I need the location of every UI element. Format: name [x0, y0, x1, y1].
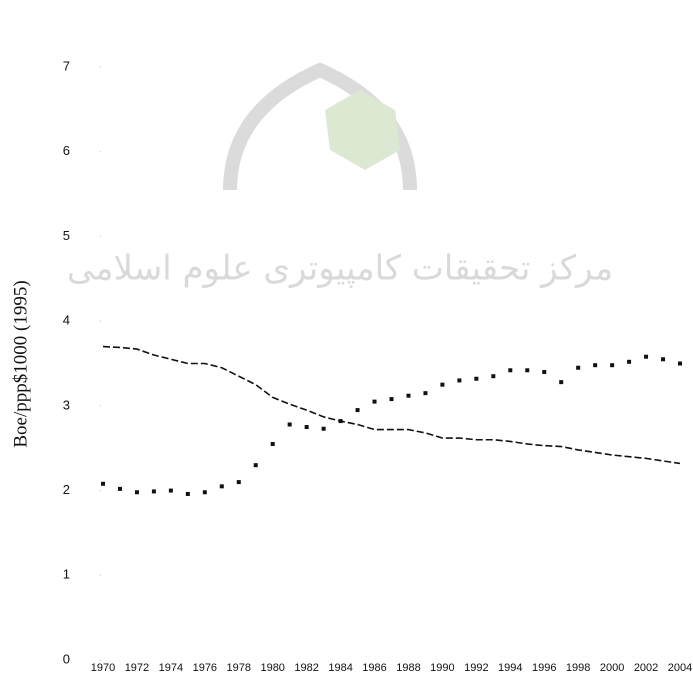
x-tick-label: 1988	[396, 662, 420, 674]
data-point	[559, 380, 564, 385]
data-point	[457, 378, 462, 383]
data-point	[338, 419, 343, 424]
data-point	[236, 480, 241, 485]
data-point	[576, 365, 581, 370]
x-tick-label: 1992	[464, 662, 488, 674]
data-point	[389, 397, 394, 402]
data-point	[423, 391, 428, 396]
data-point	[304, 425, 309, 430]
y-tick-label: 3	[63, 397, 70, 412]
x-tick-label: 1972	[125, 662, 149, 674]
data-point	[610, 363, 615, 368]
y-tick-label: 0	[63, 651, 70, 666]
x-tick-label: 1976	[193, 662, 217, 674]
y-axis-label: Boe/ppp$1000 (1995)	[10, 280, 31, 447]
x-tick-label: 2000	[600, 662, 624, 674]
data-point	[185, 491, 190, 496]
x-tick-label: 1970	[91, 662, 115, 674]
data-point	[117, 486, 122, 491]
data-point	[627, 359, 632, 364]
watermark-logo	[223, 62, 417, 191]
x-tick-label: 1994	[498, 662, 522, 674]
data-point	[474, 376, 479, 381]
data-point	[525, 368, 530, 373]
data-point	[542, 369, 547, 374]
data-point	[491, 374, 496, 379]
y-tick-label: 4	[63, 313, 70, 328]
y-tick-label: 7	[63, 58, 70, 73]
x-tick-label: 1980	[260, 662, 284, 674]
data-point	[406, 393, 411, 398]
x-tick-label: 1974	[159, 662, 183, 674]
data-point	[134, 490, 139, 495]
data-point	[440, 382, 445, 387]
data-point	[372, 399, 377, 404]
data-point	[644, 354, 649, 359]
watermark: مرکز تحقیقات کامپیوتری علوم اسلامی	[67, 249, 613, 289]
x-tick-label: 1990	[430, 662, 454, 674]
data-point	[321, 426, 326, 431]
y-tick-label: 5	[63, 228, 70, 243]
x-tick-label: 1984	[328, 662, 352, 674]
x-tick-label: 1982	[294, 662, 318, 674]
data-point	[678, 361, 682, 366]
x-tick-label: 2002	[634, 662, 658, 674]
data-point	[355, 408, 360, 413]
y-tick-label: 2	[63, 482, 70, 497]
data-point	[661, 357, 666, 362]
x-tick-label: 2004	[668, 662, 692, 674]
data-point	[219, 484, 224, 489]
x-tick-label: 1998	[566, 662, 590, 674]
data-line	[102, 345, 681, 465]
data-point	[287, 422, 292, 427]
x-tick-label: 1986	[362, 662, 386, 674]
x-tick-label: 1978	[227, 662, 251, 674]
data-point	[508, 368, 513, 373]
data-point	[593, 363, 598, 368]
data-point	[253, 463, 258, 468]
x-tick-label: 1996	[532, 662, 556, 674]
data-point	[168, 488, 173, 493]
data-point	[202, 490, 207, 495]
data-point	[151, 489, 156, 494]
data-point	[101, 481, 105, 486]
y-tick-label: 1	[63, 567, 70, 582]
data-point	[270, 441, 275, 446]
y-tick-label: 6	[63, 143, 70, 158]
